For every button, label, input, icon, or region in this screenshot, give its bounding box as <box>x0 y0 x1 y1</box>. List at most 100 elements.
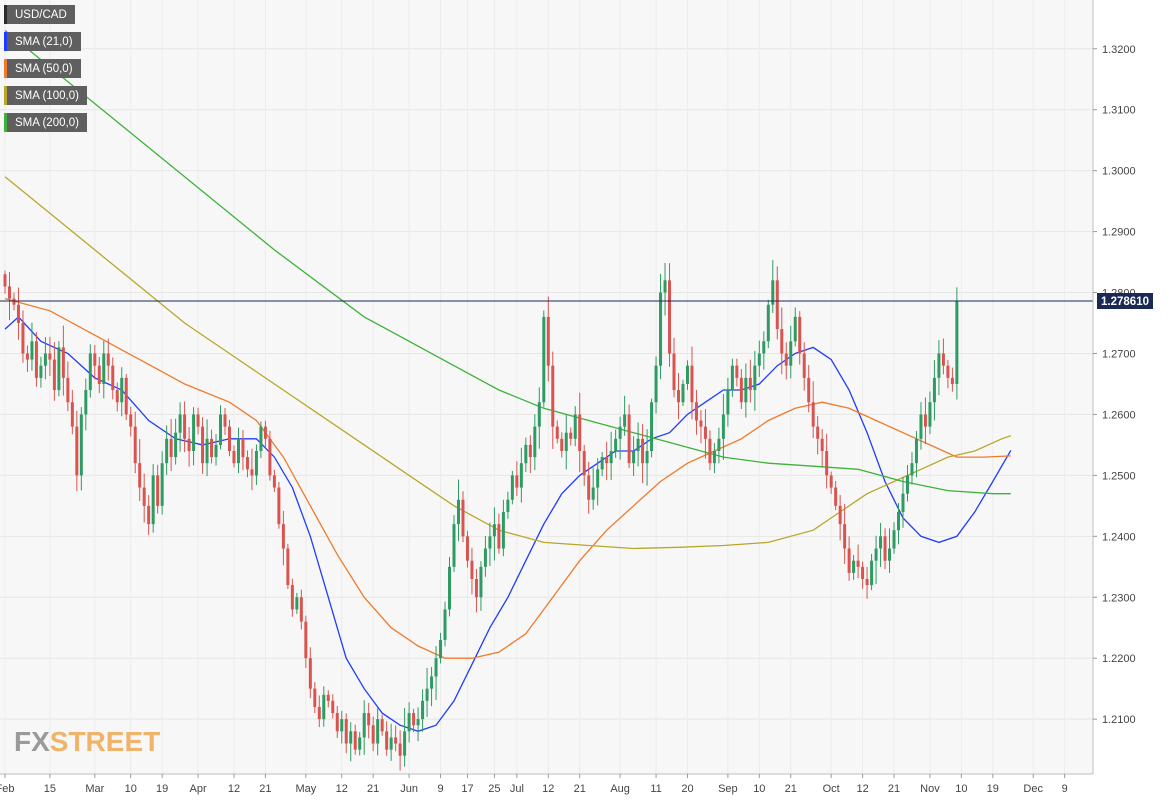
legend-label: SMA (100,0) <box>15 89 79 102</box>
legend-swatch <box>4 59 7 78</box>
candle-body <box>57 347 61 391</box>
x-tick-label: 12 <box>856 783 868 795</box>
candle-body <box>425 688 429 701</box>
candle-body <box>802 353 806 378</box>
y-tick-label: 1.2600 <box>1102 409 1136 421</box>
candle-body <box>61 347 65 378</box>
candle-body <box>430 676 434 689</box>
candle-body <box>205 438 209 464</box>
candle-body <box>70 402 74 427</box>
candle-body <box>941 353 945 366</box>
candle-body <box>560 438 564 451</box>
x-tick-label: 20 <box>681 783 693 795</box>
x-tick-label: 10 <box>955 783 967 795</box>
candle-body <box>84 390 88 415</box>
x-tick-label: Dec <box>1023 783 1043 795</box>
candle-body <box>349 731 353 744</box>
legend-item: SMA (50,0) <box>4 59 81 78</box>
candle-body <box>533 426 537 458</box>
candle-body <box>659 292 663 366</box>
candle-body <box>138 463 142 488</box>
candle-body <box>97 365 101 384</box>
candle-body <box>919 414 923 439</box>
candle-body <box>286 548 290 586</box>
candle-body <box>703 426 707 439</box>
candle-body <box>461 499 465 537</box>
candle-body <box>807 377 811 403</box>
candle-body <box>865 578 869 586</box>
candle-body <box>129 414 133 427</box>
candle-body <box>142 487 146 506</box>
candle-body <box>52 359 56 391</box>
candle-body <box>870 560 874 586</box>
candle-body <box>317 706 321 720</box>
candle-body <box>79 414 83 476</box>
candle-body <box>510 475 514 500</box>
candle-body <box>403 731 407 756</box>
candle-body <box>879 536 883 549</box>
candle-body <box>416 719 420 726</box>
candle-body <box>757 353 761 366</box>
current-price-label: 1.278610 <box>1101 296 1149 308</box>
candle-body <box>398 743 402 756</box>
logo-fx: FX <box>14 726 50 757</box>
candle-body <box>304 621 308 659</box>
candle-body <box>456 499 460 525</box>
candle-body <box>174 432 178 458</box>
candle-body <box>641 438 645 464</box>
legend-swatch <box>4 32 7 51</box>
x-tick-label: 21 <box>259 783 271 795</box>
candle-body <box>852 560 856 573</box>
candle-body <box>335 713 339 732</box>
candle-body <box>892 530 896 549</box>
candle-body <box>950 377 954 384</box>
candle-body <box>753 365 757 391</box>
candle-body <box>111 365 115 391</box>
candle-body <box>905 475 909 494</box>
candle-body <box>470 560 474 579</box>
candle-body <box>636 438 640 451</box>
candle-body <box>39 365 43 378</box>
candle-body <box>609 450 613 464</box>
candle-body <box>259 426 263 451</box>
candle-body <box>771 280 775 305</box>
candle-body <box>573 414 577 439</box>
candle-body <box>241 438 245 458</box>
candle-body <box>501 511 505 549</box>
candle-body <box>263 426 267 439</box>
candle-body <box>16 304 20 324</box>
candle-body <box>694 402 698 421</box>
x-tick-label: 17 <box>461 783 473 795</box>
candle-body <box>645 450 649 464</box>
x-tick-label: Sep <box>718 783 738 795</box>
candle-body <box>434 658 438 677</box>
x-tick-label: 12 <box>336 783 348 795</box>
x-tick-label: 9 <box>1062 783 1068 795</box>
candle-body <box>914 438 918 464</box>
candle-body <box>448 566 452 610</box>
candle-body <box>147 505 151 525</box>
sma50-line <box>4 297 1011 659</box>
candle-body <box>331 700 335 714</box>
candle-body <box>106 353 110 366</box>
candle-body <box>169 438 173 458</box>
candle-body <box>685 365 689 384</box>
candle-body <box>299 597 303 622</box>
candle-body <box>811 402 815 427</box>
candle-body <box>201 426 205 464</box>
candle-body <box>124 377 128 415</box>
candle-body <box>546 316 550 366</box>
candle-body <box>717 438 721 451</box>
candle-body <box>605 457 609 464</box>
candle-body <box>376 719 380 744</box>
candle-body <box>937 353 941 378</box>
candle-body <box>690 365 694 403</box>
candle-body <box>407 713 411 732</box>
x-tick-label: 19 <box>987 783 999 795</box>
candle-body <box>762 341 766 354</box>
candle-body <box>861 566 865 579</box>
candle-body <box>793 316 797 342</box>
candle-body <box>380 719 384 732</box>
candle-body <box>668 280 672 354</box>
candle-body <box>353 731 357 750</box>
